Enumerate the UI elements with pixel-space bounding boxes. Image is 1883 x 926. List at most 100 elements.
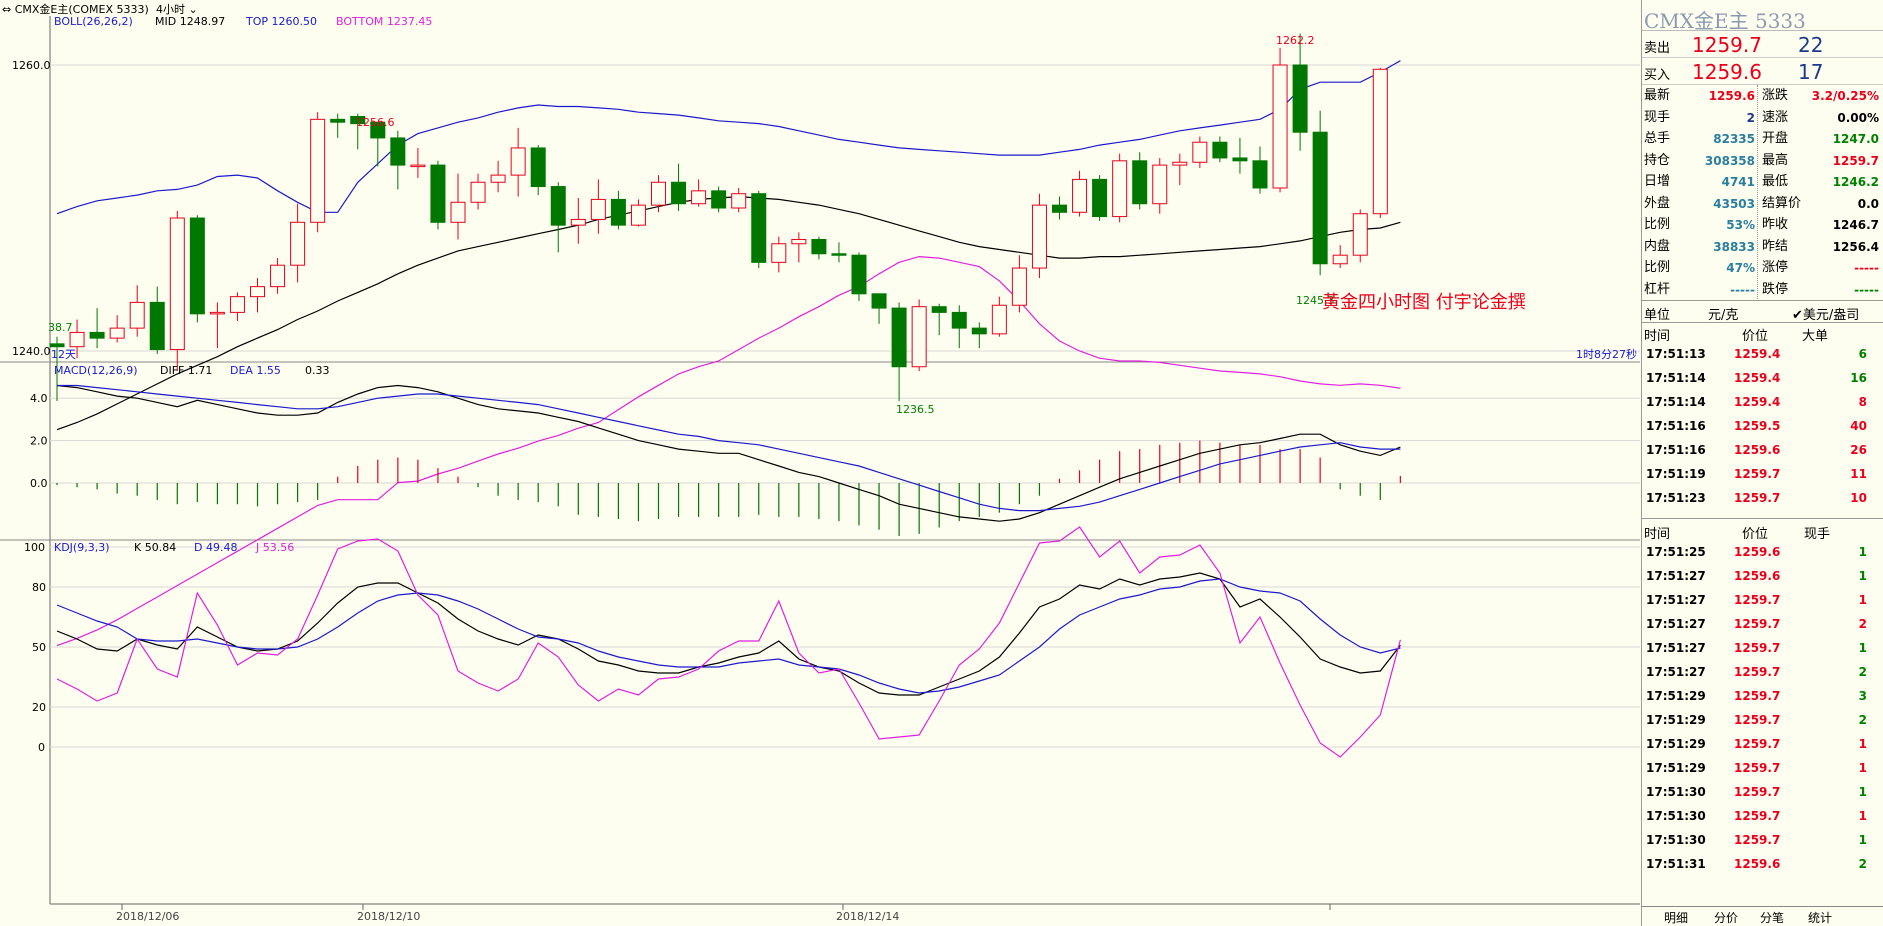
list-row[interactable]: 17:51:30 1259.7 1 (1642, 781, 1883, 805)
row-time: 17:51:27 (1646, 641, 1706, 655)
row-price: 1259.7 (1734, 641, 1781, 655)
stat-label: 最低 (1762, 174, 1789, 189)
list-row[interactable]: 17:51:30 1259.7 1 (1642, 805, 1883, 829)
list-row[interactable]: 17:51:16 1259.5 40 (1642, 415, 1883, 439)
list-row[interactable]: 17:51:29 1259.7 1 (1642, 757, 1883, 781)
stat-label: 总手 (1644, 131, 1671, 146)
candle-up (470, 181, 486, 203)
list-row[interactable]: 17:51:13 1259.4 6 (1642, 343, 1883, 367)
row-time: 17:51:29 (1646, 713, 1706, 727)
stat-label: 持仓 (1644, 152, 1671, 168)
list-row[interactable]: 17:51:27 1259.6 1 (1642, 565, 1883, 589)
list-divider (1642, 511, 1883, 519)
candle-down (1312, 131, 1328, 265)
row-time: 17:51:30 (1646, 833, 1706, 847)
list-row[interactable]: 17:51:29 1259.7 2 (1642, 709, 1883, 733)
row-time: 17:51:14 (1646, 395, 1706, 409)
candle-up (731, 193, 747, 209)
candle-down (49, 343, 65, 348)
tick-header: 时间 价位 现手 (1642, 521, 1883, 542)
chart-area[interactable]: BOLL(26,26,2) MID 1248.97 TOP 1260.50 BOTTO… (0, 15, 1640, 926)
candle-down (971, 327, 987, 335)
list-row[interactable]: 17:51:29 1259.7 3 (1642, 685, 1883, 709)
tick-list[interactable]: 17:51:25 1259.6 1 17:51:27 1259.6 1 17:51:27 12… (1642, 541, 1883, 877)
macd-panel (56, 384, 1401, 536)
bid-row[interactable]: 买入 1259.6 17 (1642, 58, 1883, 85)
stat-value: 0.0 (1857, 196, 1879, 211)
row-price: 1259.7 (1734, 737, 1781, 751)
candle-down (610, 198, 626, 226)
unit-cny[interactable]: 元/克 (1708, 308, 1739, 323)
grid (0, 16, 1640, 910)
list-row[interactable]: 17:51:27 1259.7 2 (1642, 661, 1883, 685)
candle-up (911, 306, 927, 368)
candle-down (350, 115, 366, 125)
candle-up (310, 118, 326, 223)
list-row[interactable]: 17:51:25 1259.6 1 (1642, 541, 1883, 565)
symbol-label[interactable]: ⇔ CMX金E主(COMEX 5333) (2, 3, 149, 16)
candle-down (149, 301, 165, 351)
tab-trade[interactable]: 分笔 (1760, 911, 1785, 925)
unit-usd-option[interactable]: ✔美元/盎司 (1792, 308, 1860, 323)
row-volume: 40 (1850, 419, 1867, 433)
list-row[interactable]: 17:51:29 1259.7 1 (1642, 733, 1883, 757)
period-selector[interactable]: 4小时 ⌄ (156, 3, 198, 16)
candle-down (711, 190, 727, 209)
stat-value: 4741 (1721, 175, 1755, 189)
quote-stats: 最新 1259.6 现手 2 总手 82335 持仓 308358 日增 4741 外盘 43503 比… (1642, 85, 1883, 301)
list-row[interactable]: 17:51:27 1259.7 2 (1642, 613, 1883, 637)
list-row[interactable]: 17:51:30 1259.7 1 (1642, 829, 1883, 853)
tab-detail[interactable]: 明细 (1664, 911, 1689, 925)
stat-value: 1256.4 (1832, 239, 1879, 254)
candle-up (290, 221, 306, 266)
ask-price: 1259.7 (1692, 33, 1762, 57)
list-row[interactable]: 17:51:27 1259.7 1 (1642, 637, 1883, 661)
candle-down (671, 181, 687, 205)
stat-label: 外盘 (1644, 195, 1671, 211)
stat-label: 杠杆 (1644, 281, 1671, 297)
candle-down (430, 164, 446, 223)
list-row[interactable]: 17:51:19 1259.7 11 (1642, 463, 1883, 487)
list-row[interactable]: 17:51:14 1259.4 8 (1642, 391, 1883, 415)
stat-value: 53% (1726, 218, 1755, 232)
list-row[interactable]: 17:51:16 1259.6 26 (1642, 439, 1883, 463)
stat-label: 结算价 (1762, 195, 1802, 211)
stat-value: 1246.2 (1832, 175, 1879, 189)
list-row[interactable]: 17:51:14 1259.4 16 (1642, 367, 1883, 391)
row-price: 1259.4 (1734, 395, 1781, 409)
kdj-k-line (56, 572, 1401, 696)
row-time: 17:51:29 (1646, 761, 1706, 775)
y-tick-label: 2.0 (30, 435, 48, 448)
row-time: 17:51:16 (1646, 443, 1706, 457)
boll-mid-line (56, 195, 1401, 431)
tab-stats[interactable]: 统计 (1808, 911, 1833, 925)
candle-up (570, 218, 586, 226)
candle-down (1132, 160, 1148, 205)
list-row[interactable]: 17:51:31 1259.6 2 (1642, 853, 1883, 877)
row-price: 1259.7 (1734, 809, 1781, 823)
high-annotation: 1262.2 (1276, 34, 1315, 47)
stat-label: 跌停 (1762, 281, 1789, 297)
candle-up (590, 198, 606, 220)
row-volume: 16 (1850, 371, 1867, 385)
candle-up (771, 243, 787, 263)
candles (49, 33, 1388, 402)
unit-label: 单位 (1644, 308, 1671, 323)
high-annotation: 1256.6 (356, 116, 395, 129)
row-volume: 2 (1858, 857, 1867, 871)
row-volume: 1 (1858, 737, 1867, 751)
candle-up (209, 311, 225, 315)
candle-up (1372, 68, 1388, 215)
stat-label: 开盘 (1762, 131, 1789, 146)
candle-down (189, 217, 205, 315)
y-tick-label: 1240.0 (12, 345, 51, 358)
list-row[interactable]: 17:51:23 1259.7 10 (1642, 487, 1883, 511)
kline-chart[interactable]: BOLL(26,26,2) MID 1248.97 TOP 1260.50 BOTTO… (0, 15, 1640, 926)
unit-row: 单位 元/克 ✔美元/盎司 (1642, 301, 1883, 323)
candle-up (1031, 204, 1047, 269)
y-tick-label: 100 (24, 541, 45, 554)
tab-price[interactable]: 分价 (1714, 911, 1739, 925)
list-row[interactable]: 17:51:27 1259.7 1 (1642, 589, 1883, 613)
stat-value: 1259.7 (1832, 153, 1879, 168)
ask-row[interactable]: 卖出 1259.7 22 (1642, 31, 1883, 58)
